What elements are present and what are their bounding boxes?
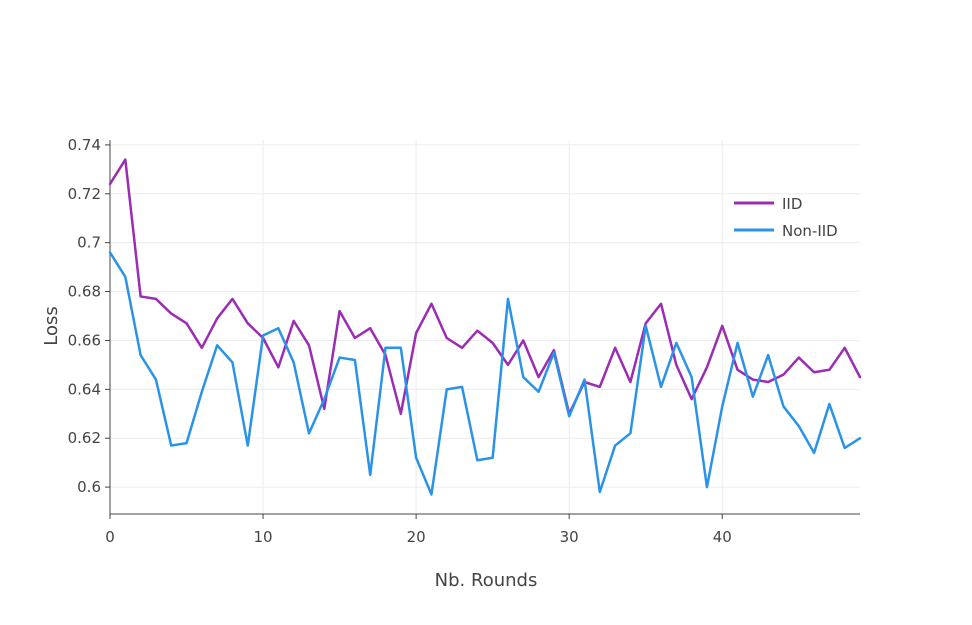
x-axis-title: Nb. Rounds (435, 570, 538, 591)
axes (105, 140, 860, 519)
x-tick-label: 30 (560, 528, 579, 546)
grid-lines (110, 140, 860, 514)
y-tick-label: 0.74 (68, 136, 101, 154)
x-tick-label: 10 (254, 528, 273, 546)
y-axis-title: Loss (41, 306, 62, 345)
series-lines (108, 158, 862, 496)
y-tick-label: 0.72 (68, 185, 101, 203)
legend-item-non-iid[interactable]: Non-IID (734, 222, 838, 240)
series-line-iid (108, 158, 862, 416)
legend-label-non-iid: Non-IID (782, 222, 838, 240)
y-tick-label: 0.62 (68, 429, 101, 447)
x-tick-label: 0 (105, 528, 115, 546)
legend: IID Non-IID (734, 195, 838, 240)
y-tick-label: 0.68 (68, 283, 101, 301)
legend-label-iid: IID (782, 195, 802, 213)
y-tick-label: 0.64 (68, 380, 101, 398)
x-tick-label: 40 (713, 528, 732, 546)
y-tick-label: 0.66 (68, 331, 101, 349)
x-tick-label: 20 (407, 528, 426, 546)
legend-item-iid[interactable]: IID (734, 195, 802, 213)
y-tick-label: 0.6 (77, 478, 101, 496)
series-line-non-iid (108, 251, 862, 496)
y-tick-label: 0.7 (77, 234, 101, 252)
tick-labels: 0.6 0.62 0.64 0.66 0.68 0.7 0.72 0.74 0 10 20 30 40 (68, 136, 732, 546)
